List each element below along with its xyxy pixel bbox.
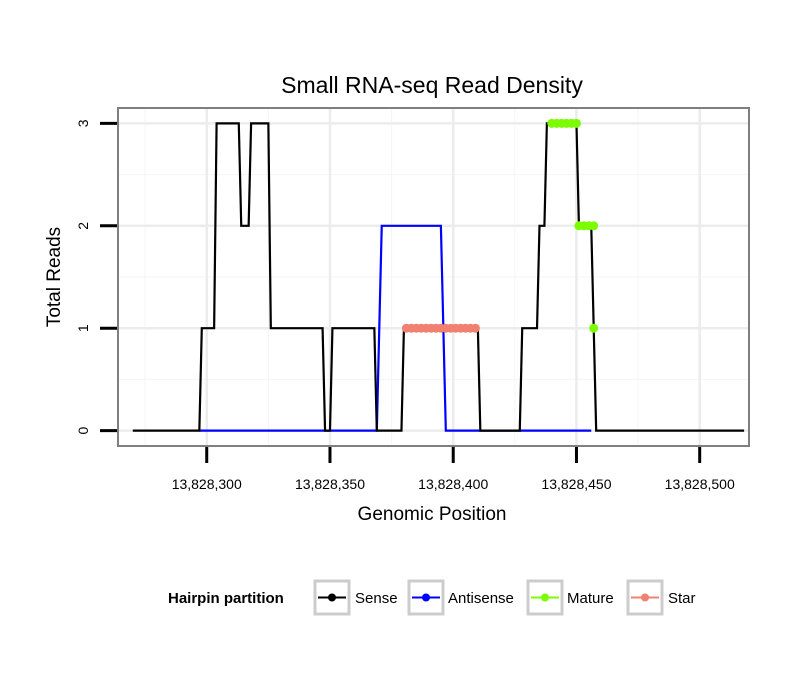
legend-label-antisense: Antisense (448, 590, 514, 607)
mature-point (589, 323, 599, 333)
x-tick-label: 13,828,350 (295, 476, 365, 492)
y-tick-label: 3 (75, 119, 91, 127)
series-layer (132, 118, 745, 432)
mature-point (571, 118, 581, 128)
x-tick-label: 13,828,400 (418, 476, 488, 492)
star-point (470, 323, 480, 333)
x-tick-label: 13,828,500 (665, 476, 735, 492)
sense-line (132, 122, 745, 432)
x-axis: 13,828,300 13,828,350 13,828,400 13,828,450… (172, 447, 735, 492)
plot-panel (117, 107, 750, 447)
mature-point (589, 221, 599, 231)
legend-title: Hairpin partition (168, 590, 284, 607)
y-tick-label: 0 (75, 427, 91, 435)
y-tick-label: 2 (75, 222, 91, 230)
legend-keys: Sense Antisense Mature Star (313, 579, 696, 616)
legend-label-sense: Sense (355, 590, 398, 607)
y-tick-label: 1 (75, 324, 91, 332)
legend-key-dot-star (641, 593, 649, 602)
x-tick-label: 13,828,450 (541, 476, 611, 492)
legend-key-dot-sense (328, 593, 336, 602)
grid-minor (118, 108, 749, 446)
legend-key-dot-mature (541, 593, 549, 602)
y-axis: 0 1 2 3 (75, 119, 117, 435)
antisense-line (199, 224, 592, 432)
legend-key-dot-antisense (422, 593, 430, 602)
legend-label-mature: Mature (567, 590, 614, 607)
chart-title: Small RNA-seq Read Density (281, 72, 583, 98)
legend-label-star: Star (668, 590, 696, 607)
legend: Hairpin partition Sense Antisense Mature St… (168, 579, 696, 616)
plot-border (117, 107, 750, 447)
x-axis-title: Genomic Position (358, 504, 507, 525)
y-axis-title: Total Reads (44, 227, 65, 327)
x-tick-label: 13,828,300 (172, 476, 242, 492)
